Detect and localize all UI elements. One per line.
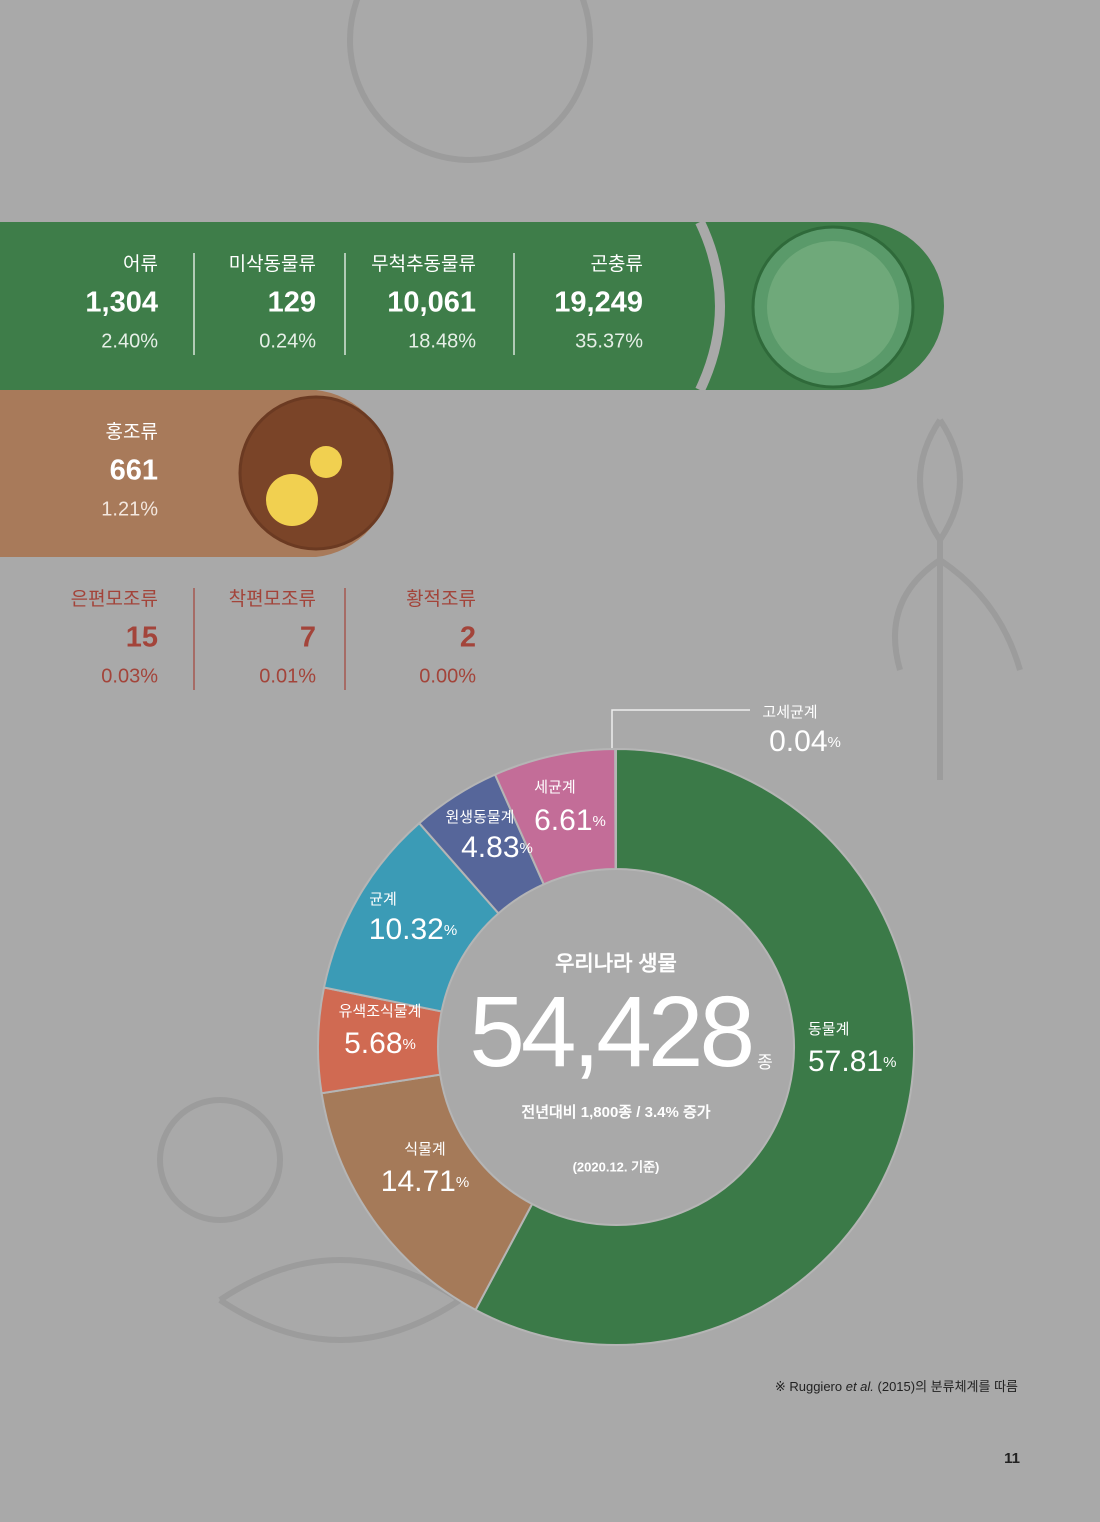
segment-value-number: 10.32 xyxy=(369,913,444,946)
segment-value-unit: % xyxy=(828,734,841,751)
center-value-number: 54,428 xyxy=(469,976,751,1088)
stat-percent: 0.03% xyxy=(101,665,158,687)
stat-percent: 0.24% xyxy=(259,330,316,352)
center-note: 전년대비 1,800종 / 3.4% 증가 xyxy=(521,1104,710,1121)
segment-value-unit: % xyxy=(883,1054,896,1071)
segment-name: 원생동물계 xyxy=(445,809,514,826)
segment-value: 57.81% xyxy=(808,1045,896,1078)
segment-name: 세균계 xyxy=(534,779,575,796)
segment-value-number: 4.83 xyxy=(461,831,519,864)
segment-value-number: 5.68 xyxy=(344,1027,402,1060)
footnote-text: (2015)의 분류체계를 따름 xyxy=(874,1379,1018,1394)
segment-value: 10.32% xyxy=(369,913,457,946)
footnote-text: ※ Ruggiero xyxy=(775,1379,846,1394)
stat-name: 은편모조류 xyxy=(71,588,158,610)
band-divider xyxy=(695,219,725,393)
stat-percent: 1.21% xyxy=(101,498,158,520)
stat-percent: 0.00% xyxy=(419,665,476,687)
stat-percent: 18.48% xyxy=(408,330,476,352)
center-value-unit: 종 xyxy=(757,1053,773,1072)
center-value: 54,428 종 xyxy=(469,976,773,1088)
segment-value-unit: % xyxy=(456,1174,469,1191)
decoration xyxy=(157,0,1023,1343)
stat-count: 129 xyxy=(268,287,316,319)
stat-name: 착편모조류 xyxy=(229,588,316,610)
animal-band xyxy=(0,222,944,390)
stat-count: 19,249 xyxy=(554,287,643,319)
segment-value-unit: % xyxy=(403,1036,416,1053)
segment-value-unit: % xyxy=(593,813,606,830)
stat-name: 곤충류 xyxy=(591,253,643,275)
marine-illustration-inner xyxy=(767,241,899,373)
stat-count: 661 xyxy=(110,455,158,487)
segment-value: 0.04% xyxy=(769,725,841,758)
stat-name: 홍조류 xyxy=(106,421,158,443)
stat-name: 어류 xyxy=(123,253,158,275)
segment-name: 고세균계 xyxy=(762,704,817,721)
center-date: (2020.12. 기준) xyxy=(573,1159,660,1174)
flower-illustration-bloom xyxy=(266,474,318,526)
segment-name: 유색조식물계 xyxy=(339,1003,422,1020)
page-number: 11 xyxy=(1004,1450,1020,1467)
segment-name: 동물계 xyxy=(808,1021,849,1038)
segment-value-number: 57.81 xyxy=(808,1045,883,1078)
stat-count: 10,061 xyxy=(387,287,476,319)
donut-segment xyxy=(614,747,617,871)
footnote: ※ Ruggiero et al. (2015)의 분류체계를 따름 xyxy=(775,1379,1018,1394)
stat-percent: 2.40% xyxy=(101,330,158,352)
donut-segment xyxy=(474,747,916,1346)
segment-value: 5.68% xyxy=(344,1027,416,1060)
donut-segment xyxy=(320,1073,534,1312)
segment-value-unit: % xyxy=(444,922,457,939)
segment-value: 6.61% xyxy=(534,804,606,837)
stat-percent: 35.37% xyxy=(575,330,643,352)
stat-count: 15 xyxy=(126,622,158,654)
segment-name: 식물계 xyxy=(404,1141,445,1158)
segment-name: 균계 xyxy=(369,891,397,908)
segment-value-number: 0.04 xyxy=(769,725,827,758)
stat-name: 미삭동물류 xyxy=(229,253,316,275)
footnote-italic: et al. xyxy=(846,1379,874,1394)
stat-count: 1,304 xyxy=(85,287,158,319)
segment-value: 4.83% xyxy=(461,831,533,864)
segment-value-number: 14.71 xyxy=(381,1165,456,1198)
stat-percent: 0.01% xyxy=(259,665,316,687)
center-title: 우리나라 생물 xyxy=(555,953,677,976)
leader-line xyxy=(611,709,750,752)
segment-value-number: 6.61 xyxy=(534,804,592,837)
flower-illustration-bloom xyxy=(310,446,342,478)
stat-name: 황적조류 xyxy=(406,588,476,610)
stat-count: 7 xyxy=(300,622,316,654)
segment-value: 14.71% xyxy=(381,1165,469,1198)
segment-value-unit: % xyxy=(520,840,533,857)
stat-count: 2 xyxy=(460,622,476,654)
stat-name: 무척추동물류 xyxy=(371,253,476,275)
